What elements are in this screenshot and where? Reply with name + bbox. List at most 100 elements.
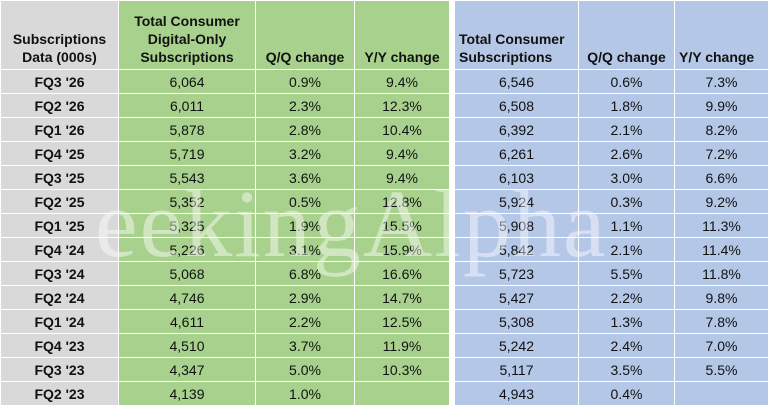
row-quarter: FQ4 '24 (0, 237, 119, 262)
total-consumer-subscriptions: 6,261 (454, 141, 579, 166)
consumer-qq-change: 1.8% (578, 93, 675, 118)
table-row: FQ4 '25 5,719 3.2% 9.4% 6,261 2.6% 7.2% (0, 141, 768, 166)
consumer-yy-change (674, 381, 768, 406)
digital-subscriptions: 6,011 (118, 93, 256, 118)
digital-yy-change: 16.6% (354, 261, 450, 286)
consumer-qq-change: 1.3% (578, 309, 675, 334)
header-consumer: Total Consumer Subscriptions (454, 0, 579, 70)
digital-subscriptions: 5,325 (118, 213, 256, 238)
table-row: FQ4 '24 5,226 3.1% 15.9% 5,842 2.1% 11.4% (0, 237, 768, 262)
table-row: FQ3 '23 4,347 5.0% 10.3% 5,117 3.5% 5.5% (0, 357, 768, 382)
digital-qq-change: 0.5% (255, 189, 355, 214)
consumer-yy-change: 7.8% (674, 309, 768, 334)
header-digital-yy: Y/Y change (354, 0, 450, 70)
table-row: FQ3 '24 5,068 6.8% 16.6% 5,723 5.5% 11.8% (0, 261, 768, 286)
table-row: FQ2 '23 4,139 1.0% 4,943 0.4% (0, 381, 768, 406)
digital-qq-change: 1.0% (255, 381, 355, 406)
digital-qq-change: 3.7% (255, 333, 355, 358)
row-quarter: FQ1 '26 (0, 117, 119, 142)
row-quarter: FQ1 '25 (0, 213, 119, 238)
digital-subscriptions: 4,347 (118, 357, 256, 382)
digital-qq-change: 3.6% (255, 165, 355, 190)
consumer-qq-change: 0.4% (578, 381, 675, 406)
total-consumer-subscriptions: 5,427 (454, 285, 579, 310)
digital-qq-change: 3.1% (255, 237, 355, 262)
row-quarter: FQ2 '25 (0, 189, 119, 214)
table-body: FQ3 '26 6,064 0.9% 9.4% 6,546 0.6% 7.3% FQ2 '26… (0, 69, 768, 406)
consumer-qq-change: 3.5% (578, 357, 675, 382)
digital-qq-change: 1.9% (255, 213, 355, 238)
total-consumer-subscriptions: 5,908 (454, 213, 579, 238)
consumer-qq-change: 2.2% (578, 285, 675, 310)
digital-subscriptions: 5,878 (118, 117, 256, 142)
digital-qq-change: 3.2% (255, 141, 355, 166)
consumer-yy-change: 9.2% (674, 189, 768, 214)
digital-yy-change: 10.3% (354, 357, 450, 382)
consumer-yy-change: 9.8% (674, 285, 768, 310)
table-row: FQ2 '26 6,011 2.3% 12.3% 6,508 1.8% 9.9% (0, 93, 768, 118)
consumer-qq-change: 2.4% (578, 333, 675, 358)
row-quarter: FQ1 '24 (0, 309, 119, 334)
digital-yy-change: 12.5% (354, 309, 450, 334)
consumer-qq-change: 2.6% (578, 141, 675, 166)
digital-subscriptions: 4,510 (118, 333, 256, 358)
digital-subscriptions: 4,139 (118, 381, 256, 406)
table-row: FQ2 '24 4,746 2.9% 14.7% 5,427 2.2% 9.8% (0, 285, 768, 310)
total-consumer-subscriptions: 5,924 (454, 189, 579, 214)
row-quarter: FQ2 '23 (0, 381, 119, 406)
consumer-yy-change: 7.0% (674, 333, 768, 358)
consumer-yy-change: 9.9% (674, 93, 768, 118)
consumer-qq-change: 1.1% (578, 213, 675, 238)
digital-qq-change: 0.9% (255, 69, 355, 94)
digital-subscriptions: 4,611 (118, 309, 256, 334)
digital-yy-change: 9.4% (354, 141, 450, 166)
header-digital-qq: Q/Q change (255, 0, 355, 70)
digital-yy-change: 15.5% (354, 213, 450, 238)
table-row: FQ3 '26 6,064 0.9% 9.4% 6,546 0.6% 7.3% (0, 69, 768, 94)
row-quarter: FQ4 '23 (0, 333, 119, 358)
digital-qq-change: 5.0% (255, 357, 355, 382)
digital-subscriptions: 4,746 (118, 285, 256, 310)
digital-yy-change: 10.4% (354, 117, 450, 142)
table-row: FQ1 '24 4,611 2.2% 12.5% 5,308 1.3% 7.8% (0, 309, 768, 334)
consumer-qq-change: 0.6% (578, 69, 675, 94)
consumer-yy-change: 7.2% (674, 141, 768, 166)
digital-qq-change: 2.2% (255, 309, 355, 334)
total-consumer-subscriptions: 5,117 (454, 357, 579, 382)
consumer-yy-change: 11.3% (674, 213, 768, 238)
digital-subscriptions: 5,543 (118, 165, 256, 190)
total-consumer-subscriptions: 5,308 (454, 309, 579, 334)
header-digital: Total Consumer Digital-Only Subscription… (118, 0, 256, 70)
consumer-yy-change: 6.6% (674, 165, 768, 190)
consumer-qq-change: 5.5% (578, 261, 675, 286)
table-row: FQ2 '25 5,352 0.5% 12.8% 5,924 0.3% 9.2% (0, 189, 768, 214)
digital-subscriptions: 5,068 (118, 261, 256, 286)
header-row: Subscriptions Data (000s) Total Consumer… (0, 0, 768, 70)
digital-yy-change: 9.4% (354, 69, 450, 94)
header-row-label: Subscriptions Data (000s) (0, 0, 119, 70)
row-quarter: FQ3 '23 (0, 357, 119, 382)
table-row: FQ1 '26 5,878 2.8% 10.4% 6,392 2.1% 8.2% (0, 117, 768, 142)
consumer-yy-change: 11.4% (674, 237, 768, 262)
table-row: FQ1 '25 5,325 1.9% 15.5% 5,908 1.1% 11.3% (0, 213, 768, 238)
digital-yy-change: 15.9% (354, 237, 450, 262)
row-quarter: FQ4 '25 (0, 141, 119, 166)
row-quarter: FQ3 '25 (0, 165, 119, 190)
row-quarter: FQ3 '26 (0, 69, 119, 94)
consumer-qq-change: 3.0% (578, 165, 675, 190)
digital-subscriptions: 5,719 (118, 141, 256, 166)
total-consumer-subscriptions: 6,392 (454, 117, 579, 142)
header-consumer-qq: Q/Q change (578, 0, 675, 70)
digital-qq-change: 6.8% (255, 261, 355, 286)
consumer-yy-change: 11.8% (674, 261, 768, 286)
digital-subscriptions: 5,352 (118, 189, 256, 214)
digital-yy-change: 14.7% (354, 285, 450, 310)
row-quarter: FQ3 '24 (0, 261, 119, 286)
header-consumer-yy: Y/Y change (674, 0, 768, 70)
consumer-yy-change: 5.5% (674, 357, 768, 382)
digital-subscriptions: 6,064 (118, 69, 256, 94)
digital-yy-change: 9.4% (354, 165, 450, 190)
consumer-qq-change: 2.1% (578, 117, 675, 142)
total-consumer-subscriptions: 6,103 (454, 165, 579, 190)
